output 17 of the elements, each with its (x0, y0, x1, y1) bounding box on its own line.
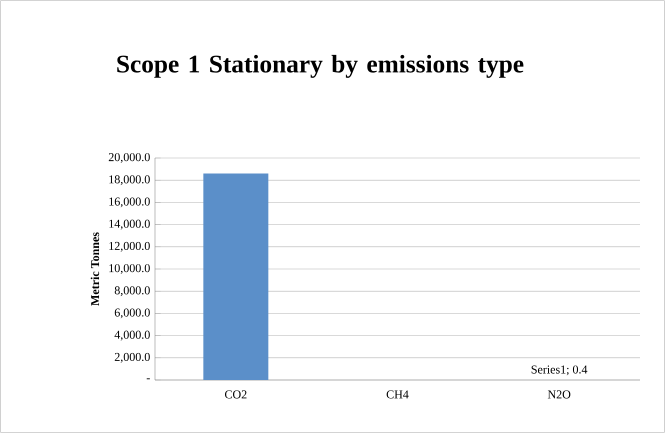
chart-title: Scope 1 Stationary by emissions type (117, 54, 524, 78)
y-tick-label: 16,000.0 (109, 197, 150, 208)
y-tick-label: 20,000.0 (108, 153, 150, 163)
x-tick-label: CH4 (386, 390, 409, 398)
x-tick-label: N2O (548, 390, 570, 398)
x-tick-label: CO2 (225, 390, 246, 398)
data-label: Series1; 0.4 (532, 365, 588, 376)
y-tick-label: 6,000.0 (114, 308, 150, 318)
y-tick-label: 10,000.0 (109, 264, 150, 274)
y-tick-label: 14,000.0 (109, 220, 150, 230)
y-tick-label: 18,000.0 (109, 175, 150, 186)
y-tick-label: 2,000.0 (114, 352, 150, 363)
y-tick-label: 8,000.0 (114, 286, 150, 296)
y-tick-label: - (146, 378, 150, 380)
y-tick-label: 12,000.0 (109, 242, 150, 252)
y-axis-title: Metric Tonnes (90, 232, 100, 306)
y-tick-label: 4,000.0 (114, 330, 150, 341)
